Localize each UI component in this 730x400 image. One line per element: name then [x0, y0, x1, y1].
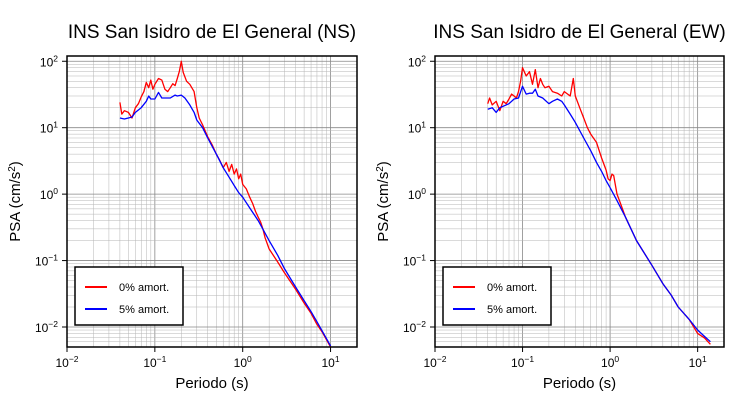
x-tick-label: 10−2	[423, 354, 446, 370]
grid	[67, 56, 357, 347]
legend-label: 0% amort.	[119, 282, 169, 294]
x-tick-label: 101	[322, 354, 340, 370]
y-tick-label: 10−1	[403, 253, 426, 269]
chart-title: INS San Isidro de El General (NS)	[68, 22, 356, 43]
y-axis-label: PSA (cm/s2)	[375, 161, 392, 242]
y-tick-label: 102	[40, 53, 58, 69]
x-tick-label: 10−1	[511, 354, 534, 370]
y-tick-label: 10−2	[35, 319, 58, 335]
chart-title: INS San Isidro de El General (EW)	[433, 22, 726, 43]
y-tick-label: 10−1	[35, 253, 58, 269]
y-axis-label: PSA (cm/s2)	[7, 161, 24, 242]
series-line-amort-5	[119, 91, 332, 347]
x-tick-label: 10−1	[143, 354, 166, 370]
legend-box	[74, 266, 184, 326]
y-tick-label: 102	[408, 53, 426, 69]
x-tick-label: 10−2	[55, 354, 78, 370]
y-tick-label: 101	[40, 120, 58, 136]
plot-frame	[434, 55, 725, 348]
chart-panel-1: 10−2 10−1 100 101 10−2 10−1 100 101 102 INS San I…	[7, 22, 358, 392]
x-axis-label: Periodo (s)	[175, 375, 248, 392]
y-tick-label: 101	[408, 120, 426, 136]
x-axis-label: Periodo (s)	[543, 375, 616, 392]
legend: 0% amort. 5% amort.	[74, 266, 184, 326]
legend-label: 5% amort.	[119, 304, 169, 316]
x-tick-label: 100	[234, 354, 252, 370]
plot-frame	[66, 55, 358, 348]
legend-label: 0% amort.	[487, 282, 537, 294]
y-tick-label: 100	[40, 186, 58, 202]
x-tick-label: 101	[689, 354, 707, 370]
legend: 0% amort. 5% amort.	[442, 266, 552, 326]
series-line-amort-5	[487, 85, 711, 343]
y-tick-label: 100	[408, 186, 426, 202]
x-tick-label: 100	[601, 354, 619, 370]
legend-box	[442, 266, 552, 326]
chart-panel-2: 10−2 10−1 100 101 10−2 10−1 100 101 102 INS San I…	[375, 22, 726, 392]
y-tick-label: 10−2	[403, 319, 426, 335]
legend-label: 5% amort.	[487, 304, 537, 316]
